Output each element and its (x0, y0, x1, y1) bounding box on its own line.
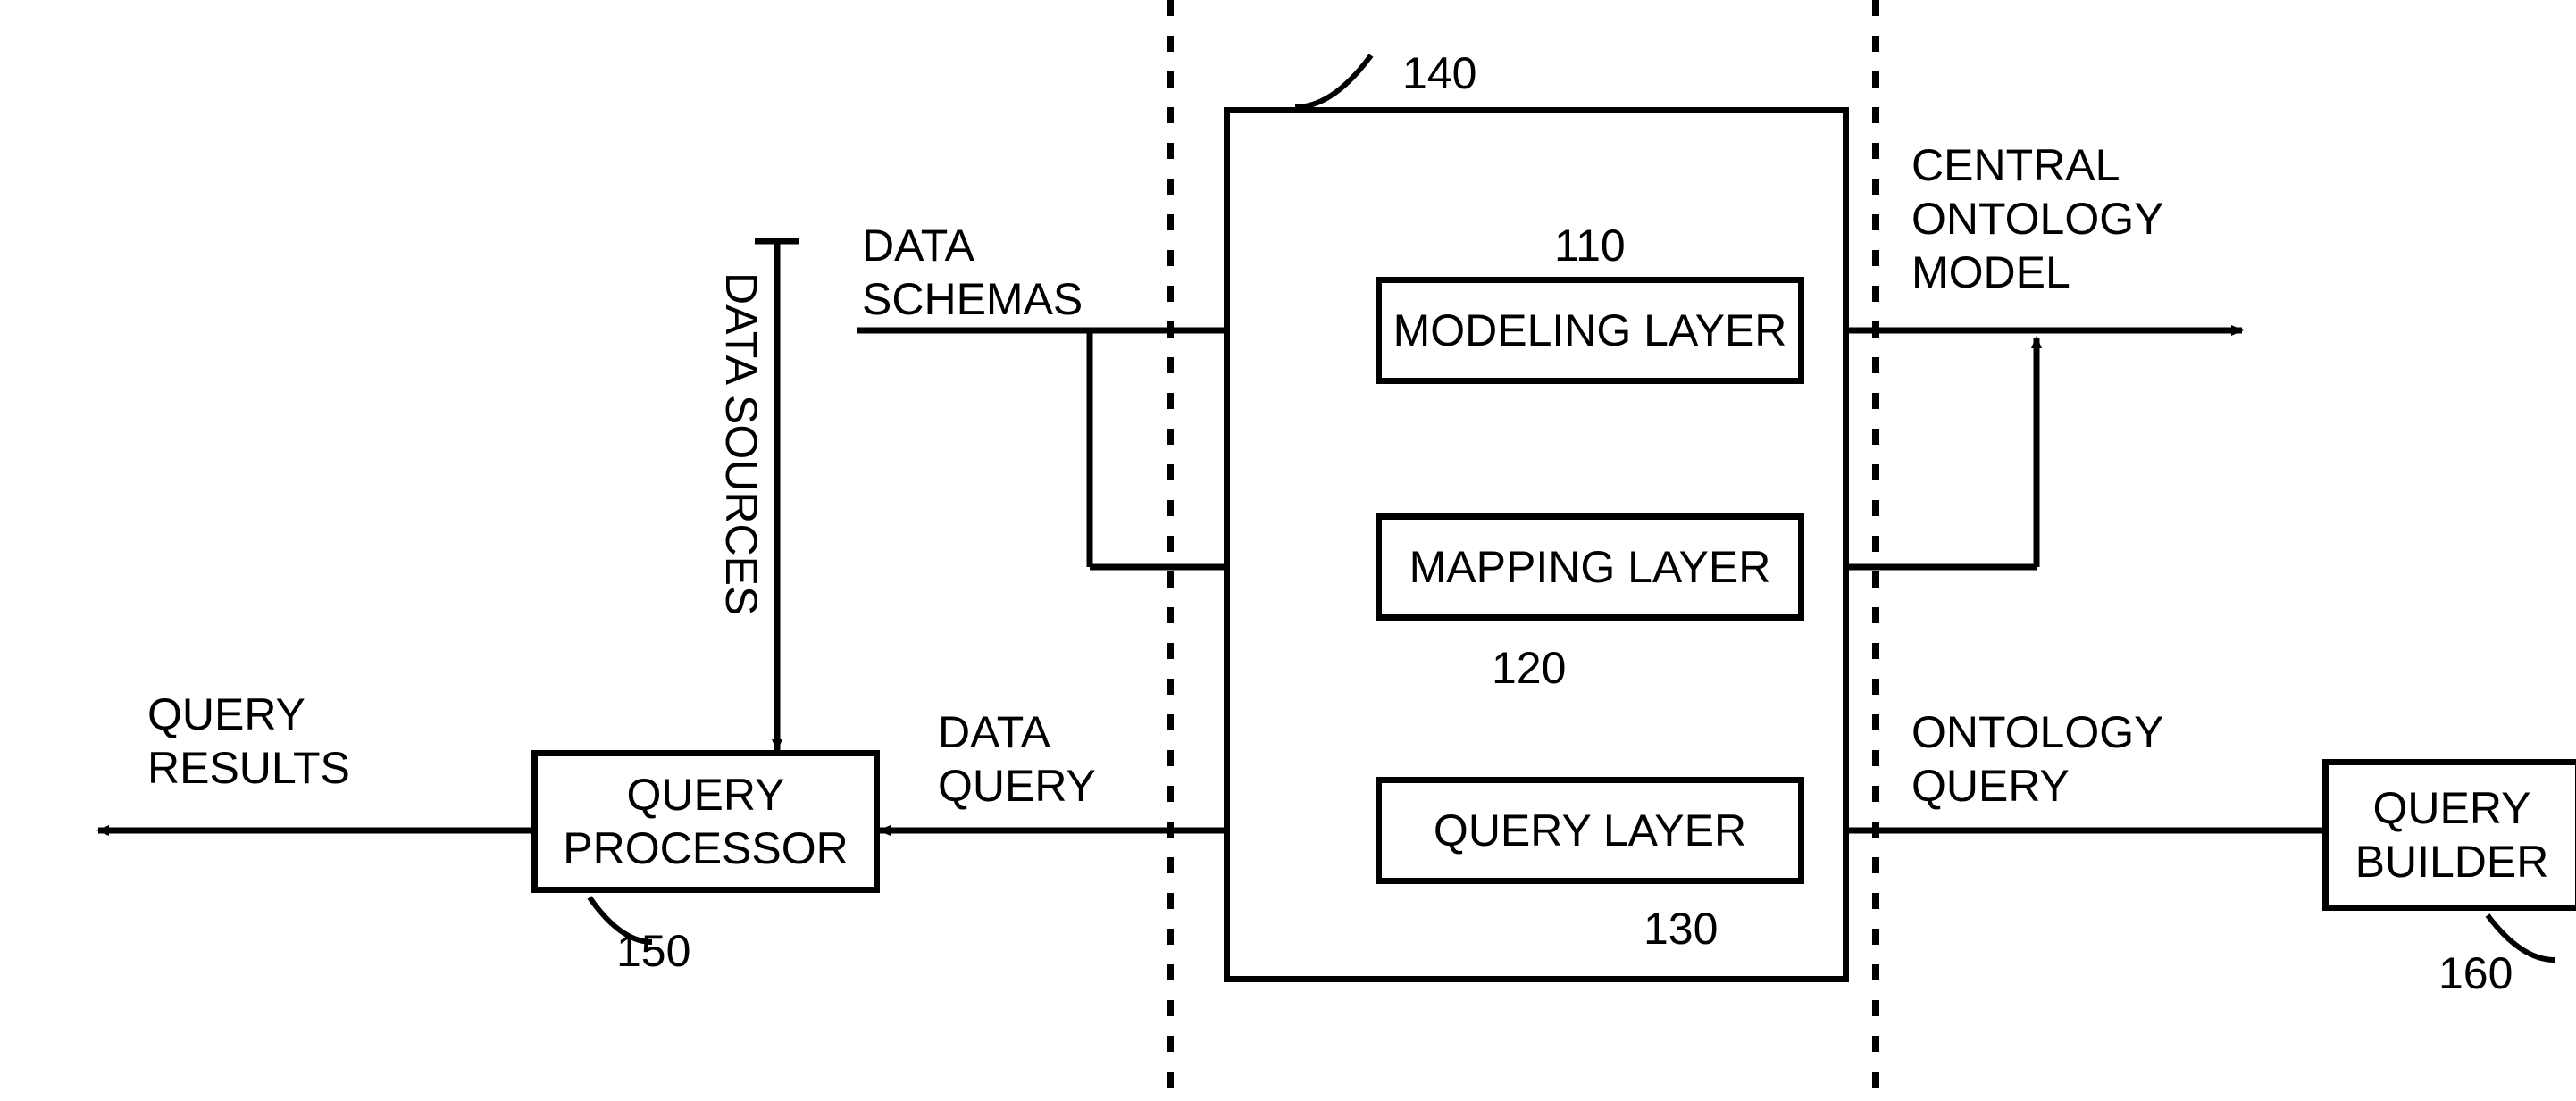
mapping-layer-label: MAPPING LAYER (1409, 540, 1771, 594)
ref-label-160: 160 (2438, 947, 2513, 1000)
query-builder-label: QUERYBUILDER (2355, 781, 2549, 888)
data-schemas-label: DATASCHEMAS (862, 219, 1083, 326)
central-ontology-label: CENTRALONTOLOGYMODEL (1911, 138, 2163, 299)
ref-label-150: 150 (616, 924, 690, 978)
modeling-layer-label: MODELING LAYER (1393, 304, 1787, 357)
mapping-layer-box: MAPPING LAYER (1376, 513, 1804, 621)
data-sources-label: DATA SOURCES (715, 272, 768, 615)
query-layer-label: QUERY LAYER (1434, 804, 1746, 857)
query-processor-box: QUERYPROCESSOR (531, 750, 880, 893)
data-query-label: DATAQUERY (938, 705, 1096, 813)
query-results-label: QUERYRESULTS (147, 688, 350, 795)
ref-label-110: 110 (1554, 219, 1626, 272)
ontology-query-label: ONTOLOGYQUERY (1911, 705, 2163, 813)
query-builder-box: QUERYBUILDER (2322, 759, 2576, 911)
modeling-layer-box: MODELING LAYER (1376, 277, 1804, 384)
ref-label-120: 120 (1492, 641, 1566, 695)
ref-label-140: 140 (1402, 46, 1476, 100)
query-processor-label: QUERYPROCESSOR (563, 768, 849, 875)
diagram-root: MODELING LAYER MAPPING LAYER QUERY LAYER… (0, 0, 2576, 1101)
query-layer-box: QUERY LAYER (1376, 777, 1804, 884)
ref-label-130: 130 (1643, 902, 1718, 955)
